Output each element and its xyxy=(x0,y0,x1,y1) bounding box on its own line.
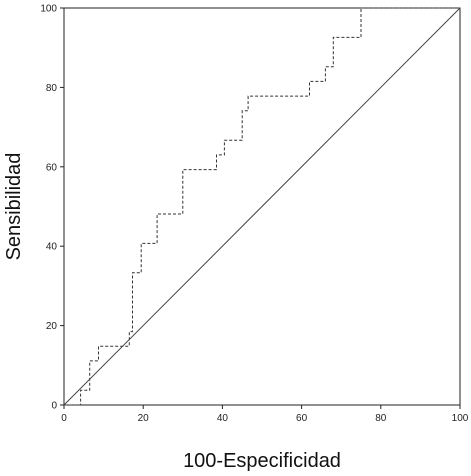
x-tick-label: 60 xyxy=(296,413,308,424)
y-axis-title: Sensibilidad xyxy=(3,153,25,261)
x-tick-label: 80 xyxy=(375,413,387,424)
plot-area-frame xyxy=(63,7,461,406)
y-tick-label: 60 xyxy=(46,162,58,173)
y-tick-label: 40 xyxy=(46,242,58,253)
series-group xyxy=(63,7,461,406)
y-tick-label: 100 xyxy=(40,4,57,15)
x-tick-label: 100 xyxy=(452,413,469,424)
y-tick-label: 80 xyxy=(46,83,58,94)
y-tick-label: 20 xyxy=(46,321,58,332)
roc-curve-line xyxy=(64,7,460,406)
x-tick-label: 20 xyxy=(138,413,150,424)
reference-diagonal-line xyxy=(63,7,461,406)
x-axis-title: 100-Especificidad xyxy=(183,450,341,472)
x-tick-label: 40 xyxy=(217,413,229,424)
axis-ticks: 0 20 40 60 80 100 0 20 40 60 80 100 xyxy=(40,4,468,425)
y-tick-label: 0 xyxy=(51,401,57,412)
x-tick-label: 0 xyxy=(61,413,67,424)
